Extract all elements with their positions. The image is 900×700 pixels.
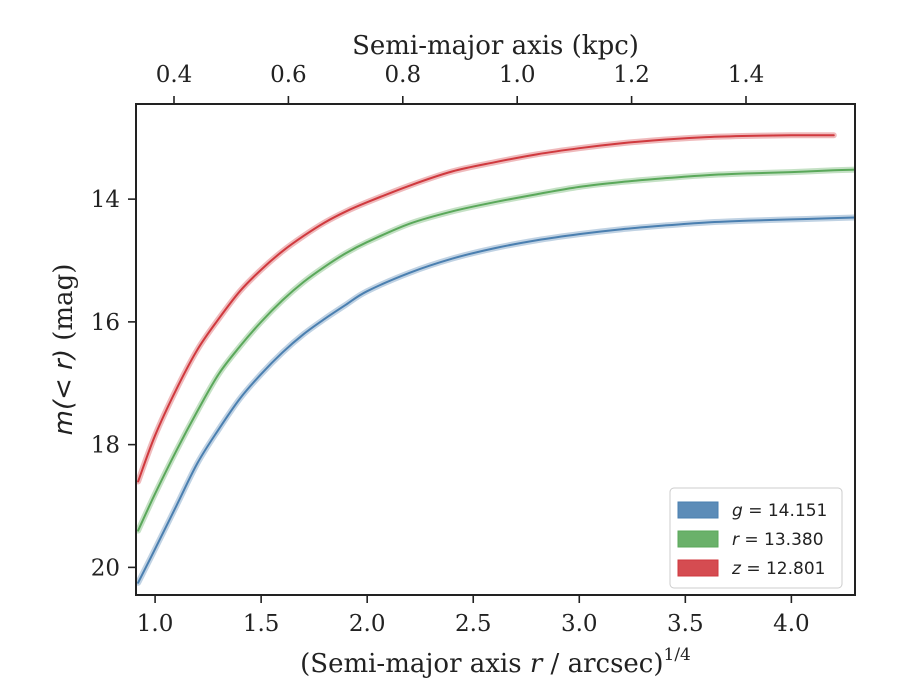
y-tick-label: 14 [91,187,120,213]
y-axis-ticks: 14 16 18 20 [91,187,136,581]
legend-label: r = 13.380 [732,530,824,550]
x-tick-label: 1.5 [243,611,280,637]
series-line [137,134,835,483]
x-tick-label: 3.0 [561,611,598,637]
top-axis-ticks: 0.4 0.6 0.8 1.0 1.2 1.4 [156,62,765,104]
top-axis-title: Semi-major axis (kpc) [352,31,639,61]
legend-swatch [677,501,719,519]
x-tick-label: 4.0 [773,611,810,637]
top-tick-label: 0.4 [156,62,193,88]
series-layer [136,132,855,586]
top-tick-label: 0.6 [270,62,307,88]
x-tick-label: 2.0 [349,611,386,637]
series-band [136,166,855,534]
plot-frame [135,103,856,596]
series-r [136,166,855,534]
legend-swatch [677,530,719,548]
y-axis-title: m(< r) (mag) [49,264,79,436]
series-g [136,214,855,586]
top-tick-label: 1.0 [499,62,536,88]
y-tick-label: 16 [91,310,120,336]
x-tick-label: 1.0 [137,611,174,637]
x-tick-label: 2.5 [455,611,492,637]
legend-label: z = 12.801 [731,559,825,579]
y-tick-label: 18 [91,433,120,459]
series-z [136,132,837,485]
series-line [137,216,855,584]
series-line [137,168,855,532]
series-band [136,132,837,485]
legend-swatch [677,559,719,577]
y-tick-label: 20 [91,555,120,581]
legend: g = 14.151 r = 13.380 z = 12.801 [669,487,843,589]
top-tick-label: 1.4 [728,62,765,88]
top-tick-label: 1.2 [613,62,650,88]
x-tick-label: 3.5 [667,611,704,637]
x-axis-title: (Semi-major axis r / arcsec)1/4 [300,645,691,679]
top-tick-label: 0.8 [385,62,422,88]
x-axis-ticks: 1.0 1.5 2.0 2.5 3.0 3.5 4.0 [137,595,810,637]
legend-label: g = 14.151 [732,501,827,521]
